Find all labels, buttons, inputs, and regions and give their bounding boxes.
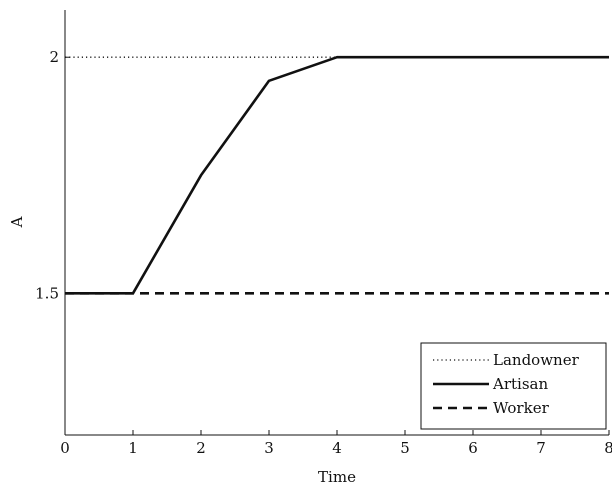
- y-tick-label: 1.5: [35, 284, 59, 302]
- ticks-layer: 0 1 2 3 4 5 6 7 8 1.5 2: [35, 48, 612, 457]
- y-tick-label: 2: [49, 48, 59, 66]
- x-tick-label: 3: [264, 439, 274, 457]
- legend-box: [420, 342, 607, 430]
- y-axis-label: A: [8, 216, 26, 228]
- x-tick-label: 7: [536, 439, 546, 457]
- x-tick-label: 6: [468, 439, 478, 457]
- x-tick-label: 2: [196, 439, 206, 457]
- x-tick-label: 8: [604, 439, 612, 457]
- legend-label: Worker: [493, 399, 550, 417]
- x-tick-label: 1: [128, 439, 138, 457]
- legend-label: Artisan: [492, 375, 548, 393]
- series-layer: [65, 55, 609, 295]
- legend: Landowner Artisan Worker: [420, 342, 607, 430]
- series-line-artisan: [65, 55, 609, 295]
- x-axis-label: Time: [318, 468, 356, 486]
- x-tick-label: 0: [60, 439, 70, 457]
- x-tick-label: 4: [332, 439, 342, 457]
- legend-label: Landowner: [493, 351, 580, 369]
- x-tick-label: 5: [400, 439, 410, 457]
